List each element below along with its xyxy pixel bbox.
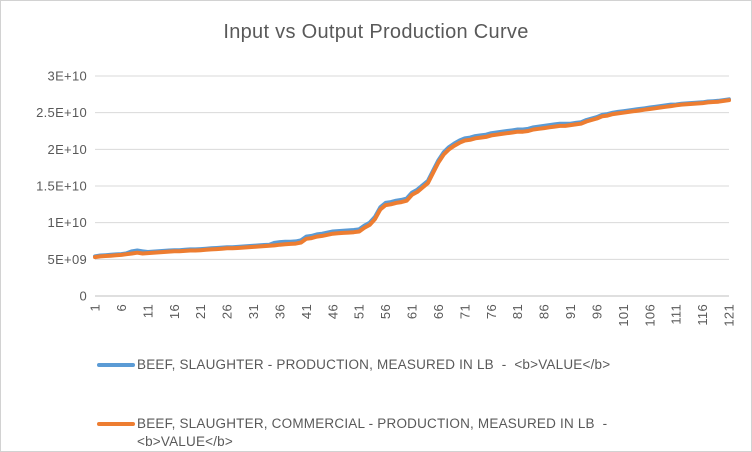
x-tick-label: 106 [642,304,657,327]
series-line-1 [93,98,731,260]
x-tick-label: 26 [220,304,235,319]
y-tick-label: 3E+10 [48,69,87,84]
x-tick-label: 51 [352,304,367,319]
series-line-0 [93,97,731,259]
x-tick-label: 61 [405,304,420,319]
y-tick-label: 1E+10 [48,215,87,230]
y-tick-label: 1.5E+10 [36,179,87,194]
legend-label: BEEF, SLAUGHTER, COMMERCIAL - PRODUCTION… [137,416,616,449]
x-tick-label: 36 [272,304,287,319]
x-tick-label: 11 [140,304,155,318]
legend-label: BEEF, SLAUGHTER - PRODUCTION, MEASURED I… [137,357,611,372]
x-tick-label: 96 [589,304,604,319]
x-tick-label: 111 [669,304,684,325]
chart-title: Input vs Output Production Curve [223,21,529,43]
y-tick-label: 2.5E+10 [36,105,87,120]
y-tick-label: 2E+10 [48,142,87,157]
x-tick-label: 56 [378,304,393,319]
x-tick-label: 86 [537,304,552,319]
x-tick-label: 6 [114,304,129,312]
x-tick-label: 101 [616,304,631,327]
x-tick-label: 121 [722,304,737,327]
x-tick-label: 16 [167,304,182,319]
x-tick-label: 116 [695,304,710,326]
x-tick-label: 1 [88,304,103,312]
y-tick-label: 5E+09 [48,252,87,267]
x-tick-label: 21 [193,304,208,319]
legend-line-swatch-orange [97,422,135,426]
x-tick-label: 76 [484,304,499,319]
legend-entry-beef-slaughter-commercial[interactable]: BEEF, SLAUGHTER, COMMERCIAL - PRODUCTION… [97,415,697,451]
x-tick-label: 31 [246,304,261,319]
legend-line-swatch-blue [97,363,135,367]
x-tick-label: 81 [510,304,525,319]
x-tick-label: 91 [563,304,578,319]
x-tick-label: 66 [431,304,446,319]
y-tick-label: 0 [79,289,87,304]
x-tick-label: 41 [299,304,314,319]
x-tick-label: 71 [457,304,472,319]
x-tick-label: 46 [325,304,340,319]
legend-entry-beef-slaughter[interactable]: BEEF, SLAUGHTER - PRODUCTION, MEASURED I… [97,356,610,374]
